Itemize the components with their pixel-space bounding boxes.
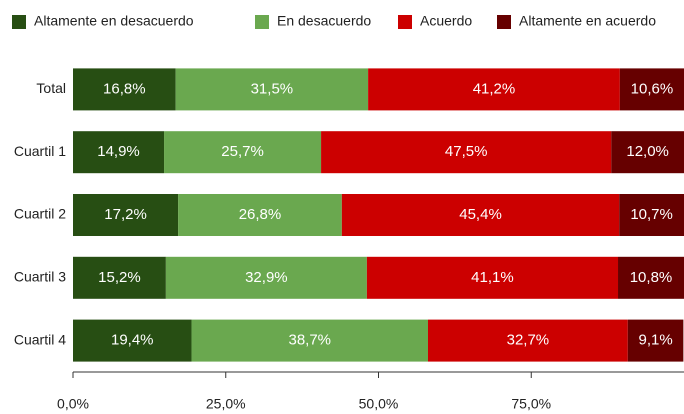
bar-segment bbox=[341, 194, 620, 236]
value-label: 41,2% bbox=[473, 80, 516, 97]
legend-label: Altamente en acuerdo bbox=[519, 13, 656, 29]
bar-segment bbox=[611, 131, 684, 174]
value-label: 14,9% bbox=[97, 143, 140, 160]
bar-segment bbox=[619, 194, 684, 236]
value-label: 38,7% bbox=[288, 332, 331, 349]
legend-swatch bbox=[255, 15, 269, 29]
bar-segment bbox=[73, 256, 166, 299]
bar-segment bbox=[178, 194, 342, 236]
x-tick-label: 50,0% bbox=[359, 396, 399, 412]
value-label: 25,7% bbox=[221, 143, 264, 160]
value-label: 45,4% bbox=[459, 206, 502, 223]
y-tick-label: Total bbox=[36, 80, 66, 96]
value-label: 19,4% bbox=[111, 332, 154, 349]
bar-segment bbox=[165, 256, 367, 299]
bar-segment bbox=[191, 319, 428, 362]
y-tick-label: Cuartil 1 bbox=[14, 143, 66, 159]
value-label: 32,9% bbox=[245, 269, 288, 286]
value-label: 10,6% bbox=[631, 80, 674, 97]
value-label: 9,1% bbox=[638, 332, 672, 349]
legend-label: Altamente en desacuerdo bbox=[34, 13, 194, 29]
value-label: 41,1% bbox=[471, 269, 514, 286]
y-tick-label: Cuartil 2 bbox=[14, 206, 66, 222]
value-label: 17,2% bbox=[104, 206, 147, 223]
value-label: 15,2% bbox=[98, 269, 141, 286]
value-label: 31,5% bbox=[251, 80, 294, 97]
y-tick-label: Cuartil 3 bbox=[14, 269, 66, 285]
bar-segment bbox=[164, 131, 322, 174]
x-tick-label: 25,0% bbox=[206, 396, 246, 412]
value-label: 10,8% bbox=[630, 269, 673, 286]
bar-segment bbox=[73, 194, 179, 236]
legend-swatch bbox=[497, 15, 511, 29]
legend-swatch bbox=[12, 15, 26, 29]
bar-segment bbox=[427, 319, 628, 362]
legend-swatch bbox=[398, 15, 412, 29]
y-tick-label: Cuartil 4 bbox=[14, 331, 66, 347]
value-label: 26,8% bbox=[239, 206, 282, 223]
x-tick-label: 0,0% bbox=[57, 396, 89, 412]
bar-segment bbox=[321, 131, 612, 174]
bar-segment bbox=[366, 256, 619, 299]
legend-label: Acuerdo bbox=[420, 13, 472, 29]
bar-segment bbox=[618, 256, 684, 299]
bar-segment bbox=[73, 319, 192, 362]
bar-segment bbox=[73, 68, 176, 111]
bar-segment bbox=[619, 68, 684, 111]
legend-label: En desacuerdo bbox=[277, 13, 371, 29]
bar-segment bbox=[368, 68, 620, 111]
bar-segment bbox=[175, 68, 369, 111]
x-tick-label: 75,0% bbox=[511, 396, 551, 412]
bar-segment bbox=[627, 319, 684, 362]
value-label: 16,8% bbox=[103, 80, 146, 97]
value-label: 47,5% bbox=[445, 143, 488, 160]
value-label: 32,7% bbox=[507, 332, 550, 349]
value-label: 12,0% bbox=[626, 143, 669, 160]
value-label: 10,7% bbox=[630, 206, 673, 223]
bar-segment bbox=[73, 131, 165, 174]
